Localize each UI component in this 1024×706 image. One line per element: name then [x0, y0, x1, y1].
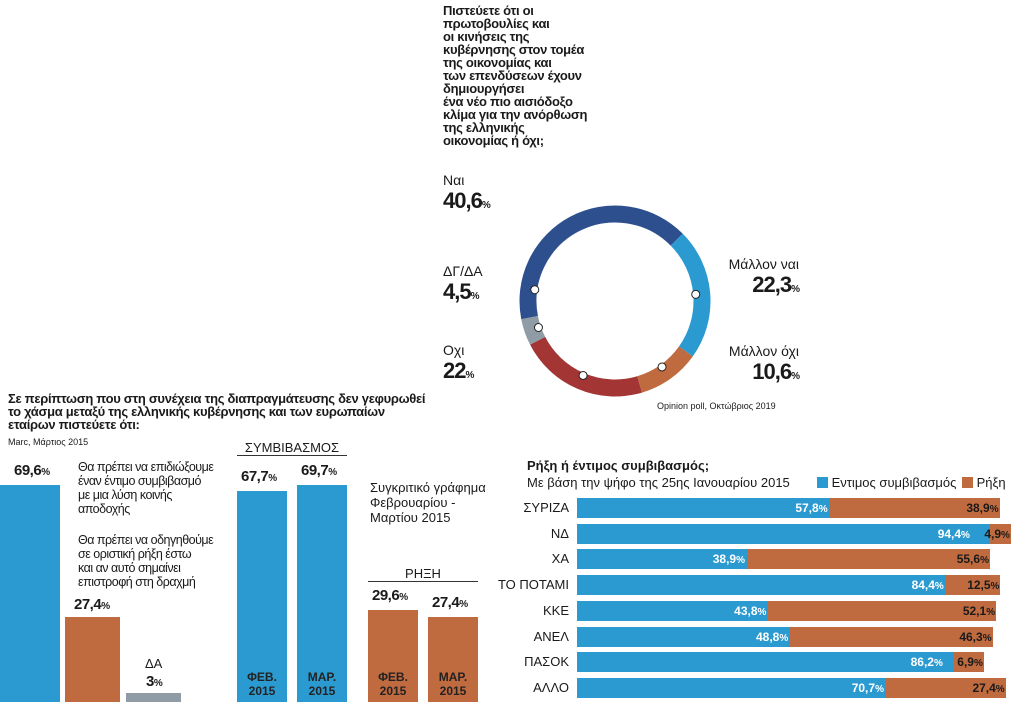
value-rupture: 46,3% [959, 629, 992, 644]
party-label: ΠΑΣΟΚ [524, 654, 569, 670]
cmp-bar [237, 490, 287, 702]
bar-compromise [0, 485, 60, 702]
cmp-value: 29,6% [372, 586, 408, 604]
bar-rupture [65, 617, 120, 702]
bar-compromise-segment [577, 498, 830, 518]
cmp-category: ΜΑΡ. 2015 [438, 670, 468, 698]
party-label: ΝΔ [550, 525, 569, 541]
value-compromise: 94,4% [937, 526, 970, 541]
bar-compromise-segment [577, 677, 886, 698]
cmp-value: 27,4% [432, 593, 468, 611]
bar-compromise-segment [577, 575, 946, 596]
bar-rupture-segment [989, 523, 1011, 544]
value-rupture: 38,9% [966, 501, 999, 515]
value-rupture: 6,9% [957, 655, 983, 670]
label-oxi: Οχι 22% [443, 342, 474, 383]
val-rupture: 27,4% [74, 596, 110, 613]
hchart-title: Ρήξη ή έντιμος συμβιβασμός; [527, 458, 710, 473]
val-da: 3% [146, 673, 163, 690]
legend-rupture: Ρήξη [962, 475, 1006, 490]
bar-rupture-segment [885, 677, 1006, 698]
party-label: ΣΥΡΙΖΑ [523, 500, 569, 515]
hchart-subtitle: Με βάση την ψήφο της 25ης Ιανουαρίου 201… [527, 475, 790, 490]
desc-da: ΔΑ [145, 656, 163, 671]
bar-compromise-segment [577, 626, 791, 647]
label-mallon-oxi: Μάλλον όχι 10,6% [728, 343, 800, 384]
comparison-title: Συγκριτικό γράφημα Φεβρουαρίου - Μαρτίου… [370, 480, 486, 525]
leader-dot-mallon-nai [691, 289, 701, 299]
value-rupture: 4,9% [984, 526, 1010, 541]
party-label: ΑΝΕΛ [533, 628, 569, 644]
donut-slice-mallon-nai [670, 233, 711, 357]
cmp-category: ΦΕΒ. 2015 [247, 670, 277, 698]
cmp-category: ΜΑΡ. 2015 [307, 670, 337, 698]
value-compromise: 84,4% [911, 578, 944, 593]
bar-compromise-segment [577, 523, 990, 544]
value-compromise: 43,8% [734, 603, 767, 618]
leader-dot-nai [530, 285, 540, 295]
value-rupture: 52,1% [962, 603, 996, 618]
donut-slice-mallon-oxi [636, 346, 693, 393]
value-compromise: 57,8% [795, 501, 828, 515]
value-rupture: 27,4% [972, 680, 1005, 695]
leader-dot-mallon-oxi [657, 362, 667, 372]
bar-da [126, 693, 181, 702]
val-compromise: 69,6% [14, 462, 50, 479]
label-dgda: ΔΓ/ΔΑ 4,5% [443, 263, 483, 304]
value-rupture: 12,5% [967, 578, 1000, 593]
bar-compromise-segment [577, 652, 954, 673]
cmp-bar [428, 616, 478, 702]
bar-rupture-segment [829, 498, 1000, 518]
left-source: Marc, Μάρτιος 2015 [8, 437, 89, 447]
legend-compromise: Εντιμος συμβιβασμός [817, 475, 956, 490]
donut-chart [519, 205, 711, 397]
bar-compromise-segment [577, 600, 769, 621]
group-compromise: ΣΥΜΒΙΒΑΣΜΟΣ [237, 440, 347, 456]
desc-rupture: Θα πρέπει να οδηγηθούμε σε οριστική ρήξη… [78, 533, 214, 589]
bar-rupture-segment [945, 575, 1001, 596]
desc-compromise: Θα πρέπει να επιδιώξουμε έναν έντιμο συμ… [78, 460, 214, 516]
bar-rupture-segment [953, 652, 984, 673]
donut-slice-dgda [521, 315, 546, 345]
bar-rupture-segment [768, 600, 997, 621]
party-label: ΑΛΛΟ [533, 679, 569, 695]
value-rupture: 55,6% [956, 552, 989, 567]
value-compromise: 38,9% [712, 552, 745, 567]
leader-dot-dgda [533, 323, 543, 333]
leader-dot-oxi [578, 370, 588, 380]
donut-source: Opinion poll, Οκτώβριος 2019 [657, 401, 776, 411]
party-label: ΚΚΕ [542, 602, 569, 618]
value-compromise: 70,7% [851, 680, 884, 695]
bar-rupture-segment [790, 626, 993, 647]
cmp-value: 69,7% [301, 461, 337, 479]
left-question: Σε περίπτωση που στη συνέχεια της διαπρα… [8, 391, 426, 432]
group-rupture: ΡΗΞΗ [368, 566, 478, 582]
label-mallon-nai: Μάλλον ναι 22,3% [728, 256, 800, 297]
party-label: ΤΟ ΠΟΤΑΜΙ [497, 577, 569, 593]
cmp-bar [297, 484, 347, 702]
cmp-value: 67,7% [241, 467, 277, 485]
value-compromise: 48,8% [756, 629, 789, 644]
donut-question: Πιστεύετε ότι οι πρωτοβουλίες και οι κιν… [443, 3, 588, 148]
bar-rupture-segment [746, 549, 990, 570]
donut-slice-oxi [530, 336, 642, 397]
donut-slice-nai [519, 205, 683, 320]
party-label: ΧΑ [551, 551, 569, 567]
bar-compromise-segment [577, 549, 747, 570]
cmp-bar [368, 609, 418, 702]
value-compromise: 86,2% [910, 655, 943, 670]
label-nai: Ναι 40,6% [443, 172, 491, 213]
cmp-category: ΦΕΒ. 2015 [378, 670, 408, 698]
